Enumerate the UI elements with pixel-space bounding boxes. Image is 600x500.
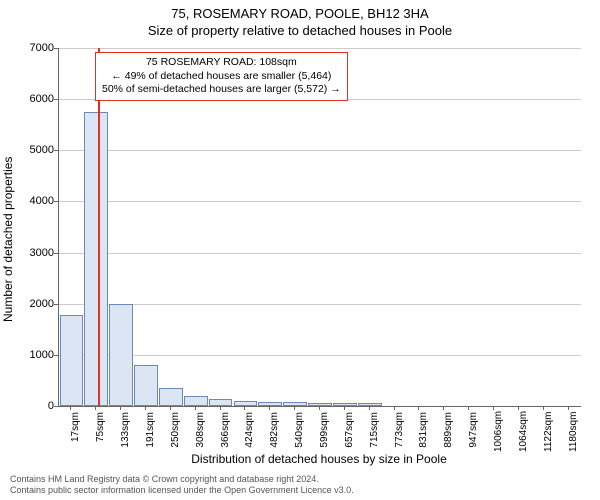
histogram-bar (109, 304, 133, 406)
histogram-bar (134, 365, 158, 406)
y-tick-mark (54, 99, 58, 100)
histogram-bar (184, 396, 208, 406)
grid-line (59, 201, 581, 202)
y-tick-mark (54, 304, 58, 305)
y-tick-label: 7000 (14, 42, 54, 54)
x-tick-label: 366sqm (220, 412, 231, 452)
x-tick-mark (468, 406, 469, 410)
x-tick-mark (145, 406, 146, 410)
x-tick-mark (543, 406, 544, 410)
x-tick-label: 889sqm (443, 412, 454, 452)
histogram-bar (84, 112, 108, 406)
x-tick-label: 191sqm (145, 412, 156, 452)
x-tick-mark (518, 406, 519, 410)
x-tick-mark (394, 406, 395, 410)
property-marker-line (98, 48, 100, 406)
x-tick-mark (120, 406, 121, 410)
y-tick-label: 0 (14, 400, 54, 412)
footer-line1: Contains HM Land Registry data © Crown c… (10, 474, 354, 485)
y-tick-mark (54, 150, 58, 151)
x-tick-mark (418, 406, 419, 410)
y-tick-label: 5000 (14, 144, 54, 156)
annotation-line1: 75 ROSEMARY ROAD: 108sqm (102, 56, 341, 70)
histogram-chart (58, 48, 581, 407)
y-tick-label: 1000 (14, 349, 54, 361)
y-tick-mark (54, 406, 58, 407)
histogram-bar (159, 388, 183, 406)
x-tick-label: 1006sqm (493, 412, 504, 452)
page-title-subtitle: Size of property relative to detached ho… (0, 21, 600, 38)
y-tick-mark (54, 355, 58, 356)
grid-line (59, 355, 581, 356)
y-tick-label: 2000 (14, 298, 54, 310)
x-tick-label: 947sqm (468, 412, 479, 452)
x-tick-label: 75sqm (95, 412, 106, 452)
x-tick-mark (344, 406, 345, 410)
histogram-bar (333, 403, 357, 406)
x-tick-mark (568, 406, 569, 410)
annotation-line3: 50% of semi-detached houses are larger (… (102, 83, 341, 97)
x-tick-mark (170, 406, 171, 410)
x-tick-label: 17sqm (70, 412, 81, 452)
grid-line (59, 253, 581, 254)
footer-line2: Contains public sector information licen… (10, 485, 354, 496)
x-tick-label: 1180sqm (568, 412, 579, 452)
annotation-box: 75 ROSEMARY ROAD: 108sqm ← 49% of detach… (95, 52, 348, 101)
y-tick-mark (54, 48, 58, 49)
grid-line (59, 304, 581, 305)
y-tick-label: 4000 (14, 195, 54, 207)
x-tick-label: 540sqm (294, 412, 305, 452)
histogram-bar (358, 403, 382, 406)
page-title-address: 75, ROSEMARY ROAD, POOLE, BH12 3HA (0, 0, 600, 21)
x-tick-label: 831sqm (418, 412, 429, 452)
x-tick-mark (70, 406, 71, 410)
footer-attribution: Contains HM Land Registry data © Crown c… (10, 474, 354, 496)
x-tick-mark (493, 406, 494, 410)
x-tick-mark (369, 406, 370, 410)
x-tick-label: 424sqm (244, 412, 255, 452)
x-tick-label: 599sqm (319, 412, 330, 452)
x-tick-mark (244, 406, 245, 410)
x-axis-label: Distribution of detached houses by size … (58, 452, 580, 466)
histogram-bar (209, 399, 233, 406)
histogram-bar (60, 315, 84, 406)
annotation-line2: ← 49% of detached houses are smaller (5,… (102, 70, 341, 84)
x-tick-mark (443, 406, 444, 410)
x-tick-label: 482sqm (269, 412, 280, 452)
y-tick-mark (54, 253, 58, 254)
grid-line (59, 150, 581, 151)
x-tick-label: 1064sqm (518, 412, 529, 452)
x-tick-label: 715sqm (369, 412, 380, 452)
x-tick-label: 773sqm (394, 412, 405, 452)
x-tick-mark (319, 406, 320, 410)
grid-line (59, 48, 581, 49)
x-tick-label: 133sqm (120, 412, 131, 452)
y-tick-label: 3000 (14, 247, 54, 259)
x-tick-mark (220, 406, 221, 410)
y-axis-label: Number of detached properties (1, 157, 15, 322)
x-tick-mark (294, 406, 295, 410)
x-tick-mark (195, 406, 196, 410)
x-tick-label: 1122sqm (543, 412, 554, 452)
x-tick-label: 657sqm (344, 412, 355, 452)
y-tick-mark (54, 201, 58, 202)
x-tick-mark (95, 406, 96, 410)
y-tick-label: 6000 (14, 93, 54, 105)
x-tick-label: 250sqm (170, 412, 181, 452)
x-tick-label: 308sqm (195, 412, 206, 452)
x-tick-mark (269, 406, 270, 410)
